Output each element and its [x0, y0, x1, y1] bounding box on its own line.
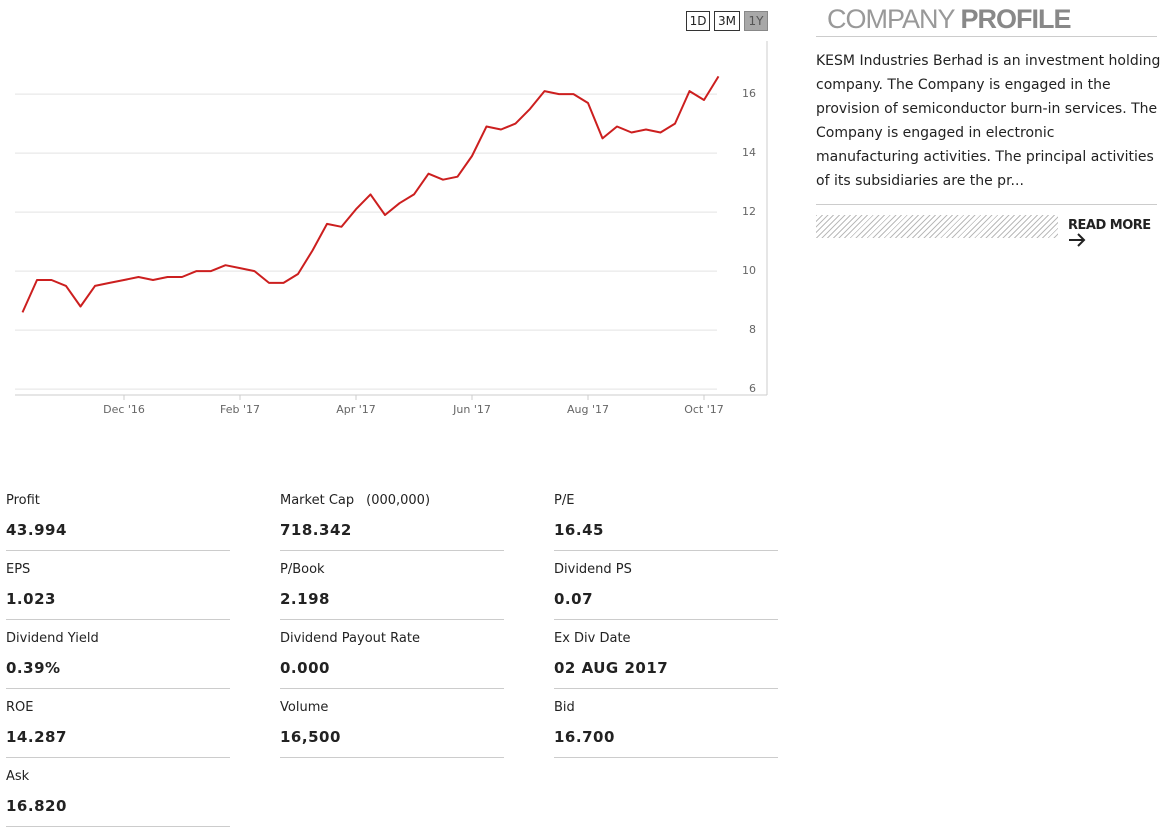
stat: Volume 16,500 [280, 688, 504, 758]
stat-value: 16.820 [6, 797, 67, 815]
x-tick-label: Aug '17 [567, 403, 609, 416]
stat-value: 0.39% [6, 659, 61, 677]
stat-value: 02 AUG 2017 [554, 659, 669, 677]
stat-value: 718.342 [280, 521, 352, 539]
stat: Market Cap (000,000) 718.342 [280, 481, 504, 551]
stat: Dividend PS 0.07 [554, 550, 778, 620]
y-tick-label: 6 [749, 382, 756, 395]
stat-label: Dividend PS [554, 562, 632, 577]
hatch [816, 215, 1058, 238]
stat-label: Bid [554, 700, 575, 715]
y-tick-label: 8 [749, 323, 756, 336]
price-line [21, 75, 720, 313]
profile-text: KESM Industries Berhad is an investment … [816, 53, 1161, 189]
read-more[interactable]: READ MORE [1068, 218, 1162, 249]
stat-label: Ask [6, 769, 30, 784]
stat-value: 1.023 [6, 590, 56, 608]
y-tick-label: 10 [742, 264, 756, 277]
stat: P/Book 2.198 [280, 550, 504, 620]
stat-label: P/Book [280, 562, 325, 577]
profile-title: COMPANY PROFILE [827, 4, 1072, 35]
stat-value: 16.700 [554, 728, 615, 746]
stat: Dividend Yield 0.39% [6, 619, 230, 689]
stat-value: 0.000 [280, 659, 330, 677]
title-light: COMPANY [827, 4, 955, 34]
x-tick-label: Dec '16 [103, 403, 145, 416]
stat-label: Market Cap (000,000) [280, 493, 431, 508]
stat: Ex Div Date 02 AUG 2017 [554, 619, 778, 689]
read-more-label[interactable]: READ MORE [1068, 218, 1151, 233]
x-tick-label: Oct '17 [684, 403, 724, 416]
stat-label: Dividend Yield [6, 631, 99, 646]
stat-value: 0.07 [554, 590, 594, 608]
arrow [1069, 233, 1086, 247]
x-tick-label: Apr '17 [336, 403, 376, 416]
stat-value: 14.287 [6, 728, 67, 746]
stat-value: 2.198 [280, 590, 330, 608]
divider [816, 36, 1157, 37]
stat-label: ROE [6, 700, 34, 715]
stat: Bid 16.700 [554, 688, 778, 758]
range-button[interactable]: 3M [714, 11, 740, 31]
stat-label: Profit [6, 493, 40, 508]
stat-label: EPS [6, 562, 31, 577]
x-tick-label: Feb '17 [220, 403, 260, 416]
stat: ROE 14.287 [6, 688, 230, 758]
stat-note: (000,000) [366, 493, 431, 508]
stat: EPS 1.023 [6, 550, 230, 620]
stat: Dividend Payout Rate 0.000 [280, 619, 504, 689]
y-tick-label: 14 [742, 146, 756, 159]
range-button[interactable]: 1D [686, 11, 710, 31]
stat: P/E 16.45 [554, 481, 778, 551]
stat-value: 43.994 [6, 521, 67, 539]
stat-label: Volume [280, 700, 329, 715]
stat: Profit 43.994 [6, 481, 230, 551]
stat: Ask 16.820 [6, 757, 230, 827]
title-bold: PROFILE [960, 4, 1072, 34]
y-tick-label: 12 [742, 205, 756, 218]
stat-value: 16,500 [280, 728, 341, 746]
range-button[interactable]: 1Y [744, 11, 768, 31]
stat-value: 16.45 [554, 521, 604, 539]
stat-label: P/E [554, 493, 575, 508]
divider [816, 204, 1157, 205]
x-tick-label: Jun '17 [452, 403, 491, 416]
stat-label: Ex Div Date [554, 631, 631, 646]
y-tick-label: 16 [742, 87, 756, 100]
stat-label: Dividend Payout Rate [280, 631, 420, 646]
price-chart: 6 8 10 12 14 16 Dec '16 Feb '17 Apr '17 Jun '17 Au… [15, 41, 768, 416]
